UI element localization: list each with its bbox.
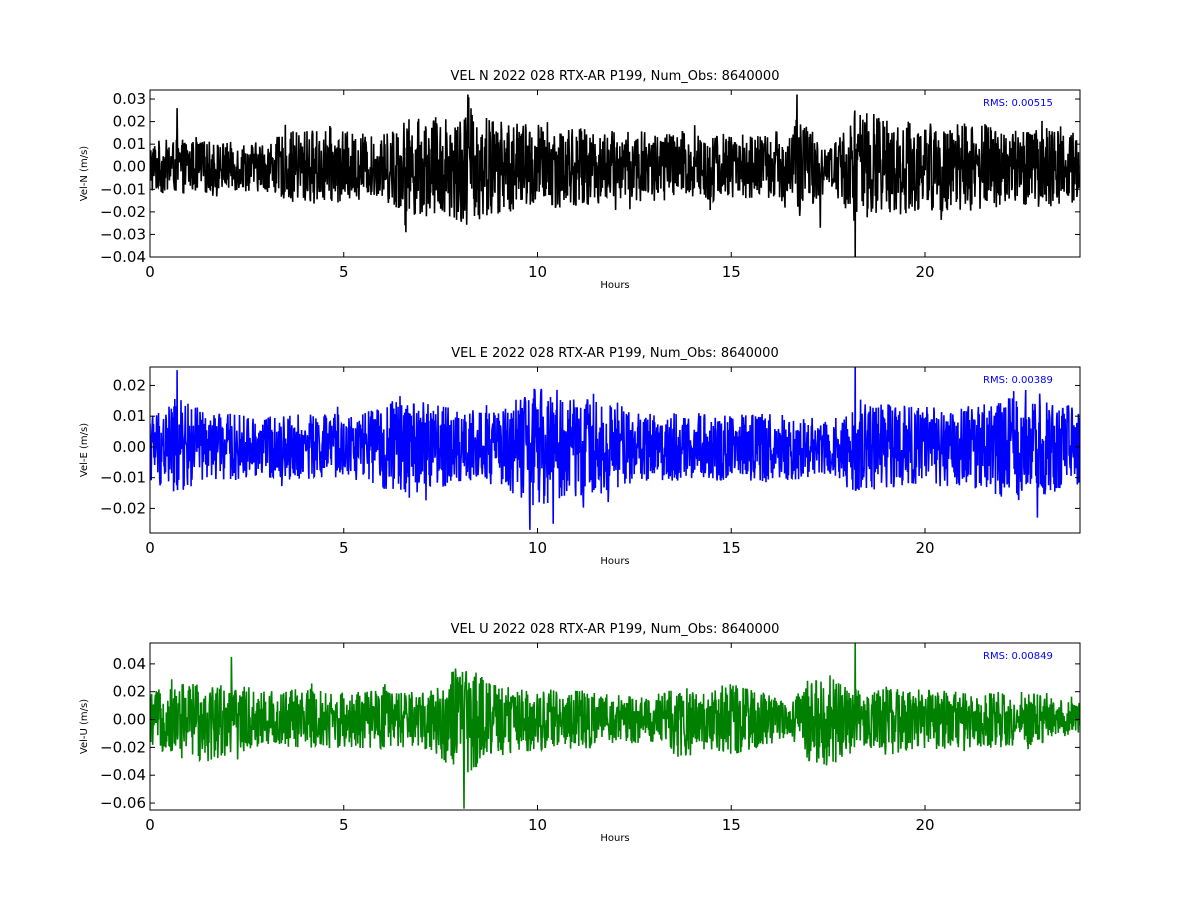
x-tick-label: 5 bbox=[339, 263, 349, 281]
x-tick-label: 0 bbox=[145, 816, 155, 834]
y-tick-label: −0.02 bbox=[100, 738, 146, 756]
y-tick-label: −0.01 bbox=[100, 469, 146, 487]
x-tick-label: 10 bbox=[528, 816, 547, 834]
y-tick-label: −0.06 bbox=[100, 794, 146, 812]
y-tick-label: 0.02 bbox=[113, 683, 146, 701]
y-tick-label: 0.00 bbox=[113, 711, 146, 729]
y-axis-label: Vel-N (m/s) bbox=[79, 146, 90, 201]
panel-2: 0 5 10 15 20 −0.02 −0.01 0.00 0.01 0.02 VEL E 2022… bbox=[79, 346, 1081, 567]
panel-1: 0 5 10 15 20 −0.04 −0.03 −0.02 −0.01 0.00 0.01 0.02… bbox=[79, 69, 1081, 291]
y-axis-label: Vel-E (m/s) bbox=[79, 423, 90, 477]
axes-frame bbox=[149, 642, 1081, 811]
y-tick-label: −0.03 bbox=[100, 225, 146, 243]
panel-title: VEL N 2022 028 RTX-AR P199, Num_Obs: 864… bbox=[451, 69, 780, 84]
axes-frame bbox=[149, 366, 1081, 534]
x-tick-label: 15 bbox=[722, 263, 741, 281]
y-tick-label: −0.01 bbox=[100, 180, 146, 198]
y-axis-label: Vel-U (m/s) bbox=[79, 699, 90, 754]
y-tick-label: 0.02 bbox=[113, 113, 146, 131]
y-tick-label: 0.03 bbox=[113, 90, 146, 108]
x-tick-label: 20 bbox=[915, 816, 934, 834]
x-tick-label: 5 bbox=[339, 816, 349, 834]
y-tick-label: −0.04 bbox=[100, 248, 146, 266]
x-tick-label: 15 bbox=[722, 816, 741, 834]
rms-annotation: RMS: 0.00515 bbox=[983, 98, 1053, 109]
y-tick-label: 0.02 bbox=[113, 376, 146, 394]
y-tick-label: −0.04 bbox=[100, 766, 146, 784]
x-axis-label: Hours bbox=[600, 556, 629, 567]
series-line bbox=[150, 367, 1080, 530]
y-tick-label: −0.02 bbox=[100, 499, 146, 517]
x-tick-label: 20 bbox=[915, 263, 934, 281]
series-line bbox=[150, 94, 1080, 257]
x-tick-label: 0 bbox=[145, 539, 155, 557]
y-tick-label: 0.00 bbox=[113, 158, 146, 176]
rms-annotation: RMS: 0.00849 bbox=[983, 651, 1053, 662]
x-tick-label: 5 bbox=[339, 539, 349, 557]
panel-title: VEL E 2022 028 RTX-AR P199, Num_Obs: 864… bbox=[451, 346, 778, 361]
x-tick-label: 0 bbox=[145, 263, 155, 281]
x-tick-label: 20 bbox=[915, 539, 934, 557]
y-tick-label: 0.01 bbox=[113, 135, 146, 153]
rms-annotation: RMS: 0.00389 bbox=[983, 375, 1053, 386]
y-tick-label: −0.02 bbox=[100, 203, 146, 221]
panel-title: VEL U 2022 028 RTX-AR P199, Num_Obs: 864… bbox=[451, 622, 780, 637]
y-tick-label: 0.04 bbox=[113, 655, 146, 673]
y-tick-label: 0.01 bbox=[113, 407, 146, 425]
axes-frame bbox=[149, 89, 1081, 258]
x-tick-label: 15 bbox=[722, 539, 741, 557]
x-axis-label: Hours bbox=[600, 833, 629, 844]
series-line bbox=[150, 643, 1080, 809]
x-tick-label: 10 bbox=[528, 539, 547, 557]
x-tick-label: 10 bbox=[528, 263, 547, 281]
x-axis-label: Hours bbox=[600, 280, 629, 291]
panel-3: 0 5 10 15 20 −0.06 −0.04 −0.02 0.00 0.02 0.04 VEL U… bbox=[79, 622, 1081, 844]
y-tick-label: 0.00 bbox=[113, 438, 146, 456]
